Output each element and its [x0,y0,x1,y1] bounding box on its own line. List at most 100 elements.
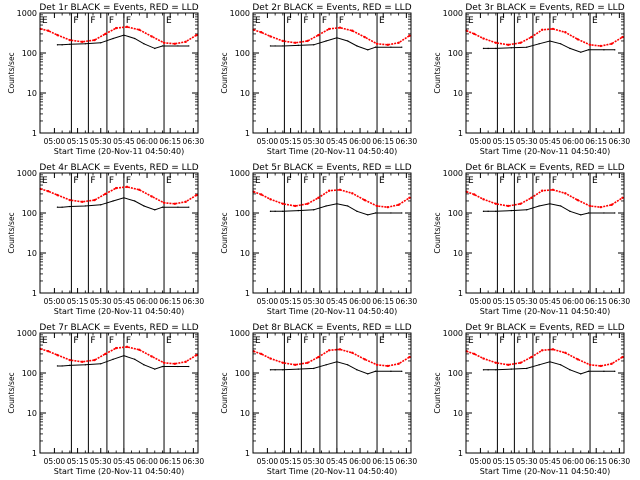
x-axis-label: Start Time (20-Nov-11 04:50:40) [54,147,184,156]
data-point-lld [184,40,187,44]
x-tick-label: 06:15 [585,297,607,306]
plot-frame [465,332,625,454]
x-tick-label: 05:45 [539,297,561,306]
data-point-lld [576,198,579,202]
x-tick-label: 06:30 [183,457,205,466]
x-tick-label: 05:45 [539,457,561,466]
flag-marker-label: F [516,336,521,346]
data-point-events [510,368,512,370]
x-tick-label: 05:00 [44,297,66,306]
data-point-events [569,369,571,371]
data-point-lld [138,28,141,32]
y-tick-label: 1000 [17,169,37,178]
x-tick-label: 06:00 [136,457,158,466]
data-point-lld [269,198,272,201]
data-point-events [297,44,299,47]
plot-frame [252,332,412,454]
chart-panel-3: Det 3r BLACK = Events, RED = LLD 1 10 100 10… [433,3,630,156]
data-point-lld [56,33,59,37]
data-point-events [569,210,571,213]
data-point-events [495,369,497,371]
data-point-lld [47,190,50,193]
x-tick-label: 06:00 [349,297,371,306]
data-point-events [559,364,562,366]
data-point-lld [408,34,411,37]
data-point-lld [494,202,498,205]
x-tick-label: 06:15 [372,137,394,146]
x-tick-label: 05:30 [516,457,538,466]
y-tick-label: 10 [240,89,250,98]
flag-marker-label: F [126,16,131,26]
data-point-events [154,209,156,211]
series-line-events [57,197,189,211]
series-line-lld [40,346,197,365]
data-point-lld [386,205,390,209]
x-tick-label: 05:45 [326,297,348,306]
data-point-events [123,355,125,357]
data-point-events [603,212,605,214]
series-line-events [483,361,615,375]
chart-panel-4: Det 4r BLACK = Events, RED = LLD 1 10 100 10… [7,163,204,316]
data-point-events [84,43,86,45]
data-point-lld [540,189,544,192]
data-point-events [177,206,179,208]
data-point-events [282,210,284,213]
data-point-events [401,212,403,214]
y-tick-label: 1000 [443,9,463,18]
y-tick-label: 10 [240,249,250,258]
x-tick-label: 05:15 [67,297,89,306]
flag-marker-label: F [552,16,557,26]
data-point-events [346,40,349,42]
data-point-events [603,49,605,51]
flag-marker-label: F [322,336,327,346]
y-tick-label: 100 [22,369,37,378]
data-point-events [587,370,590,373]
flag-marker-label: E [166,176,172,186]
flag-marker-label: F [499,16,504,26]
data-point-events [123,197,125,199]
data-point-events [487,210,489,213]
data-point-lld [138,348,141,352]
data-point-events [495,210,497,213]
data-point-lld [184,200,187,204]
data-point-events [401,46,403,48]
y-axis-label: Counts/sec [7,212,16,253]
data-point-events [84,205,86,207]
data-point-events [356,369,358,371]
data-point-events [374,370,377,373]
x-tick-label: 06:00 [136,137,158,146]
x-axis-label: Start Time (20-Nov-11 04:50:40) [54,467,184,476]
data-point-events [143,205,145,207]
data-point-events [188,206,190,208]
flag-marker-label: F [535,16,540,26]
data-point-events [161,45,164,47]
data-point-events [549,40,551,42]
x-tick-label: 05:15 [493,297,515,306]
flag-marker-label: F [499,336,504,346]
y-tick-label: 1 [32,449,37,458]
series-line-lld [253,26,410,46]
data-point-events [356,45,358,47]
plot-frame [252,12,412,134]
data-point-lld [162,41,166,44]
x-axis-label: Start Time (20-Nov-11 04:50:40) [267,307,397,316]
flag-marker-label: F [535,176,540,186]
data-point-events [313,367,315,370]
data-point-lld [564,192,567,195]
flag-marker-label: F [286,16,291,26]
series-line-events [270,37,402,51]
data-point-lld [260,352,263,356]
data-point-events [112,200,114,202]
data-point-lld [482,357,485,360]
data-point-events [614,49,616,51]
data-point-events [510,209,512,212]
data-point-events [336,361,338,363]
x-tick-label: 06:15 [159,457,181,466]
x-tick-label: 05:45 [326,137,348,146]
data-point-events [587,212,590,214]
y-axis-label: Counts/sec [433,372,442,413]
data-point-events [313,44,315,46]
y-tick-label: 100 [22,49,37,58]
x-axis-label: Start Time (20-Nov-11 04:50:40) [480,467,610,476]
